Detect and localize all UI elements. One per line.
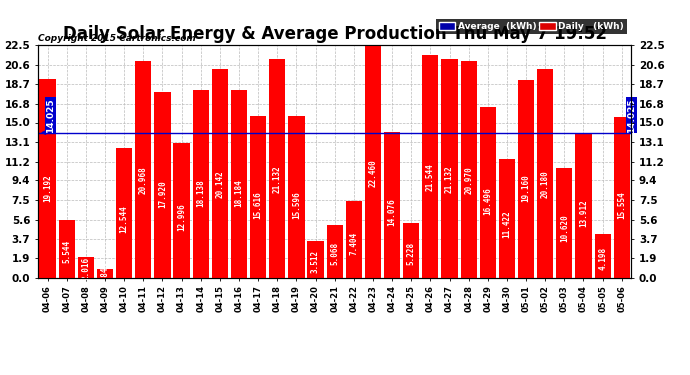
Bar <box>326 225 343 278</box>
Text: 2.016: 2.016 <box>81 256 90 280</box>
Text: 22.460: 22.460 <box>368 159 377 187</box>
Bar <box>135 61 151 278</box>
Bar <box>575 134 591 278</box>
Bar <box>422 55 439 278</box>
Text: 14.076: 14.076 <box>388 198 397 226</box>
Text: 14.025: 14.025 <box>46 98 55 133</box>
Text: 20.180: 20.180 <box>541 170 550 198</box>
Text: 15.596: 15.596 <box>292 191 301 219</box>
Text: 5.068: 5.068 <box>330 242 339 266</box>
Bar <box>346 201 362 278</box>
Text: 11.422: 11.422 <box>502 210 511 238</box>
Text: 21.132: 21.132 <box>273 165 282 193</box>
Text: 17.920: 17.920 <box>158 180 167 208</box>
Text: 13.912: 13.912 <box>579 199 588 226</box>
Text: 15.554: 15.554 <box>618 191 627 219</box>
Title: Daily Solar Energy & Average Production Thu May 7 19:52: Daily Solar Energy & Average Production … <box>63 26 607 44</box>
Bar <box>460 61 477 278</box>
Bar <box>499 159 515 278</box>
Bar <box>59 220 75 278</box>
Text: 19.192: 19.192 <box>43 174 52 202</box>
Legend: Average  (kWh), Daily   (kWh): Average (kWh), Daily (kWh) <box>436 19 627 34</box>
Bar <box>442 59 457 278</box>
Bar <box>518 80 534 278</box>
Text: 20.970: 20.970 <box>464 166 473 194</box>
Bar <box>212 69 228 278</box>
Text: 18.184: 18.184 <box>235 179 244 207</box>
Text: 0.844: 0.844 <box>101 262 110 285</box>
Text: 4.198: 4.198 <box>598 246 607 270</box>
Text: 12.996: 12.996 <box>177 203 186 231</box>
Text: 5.544: 5.544 <box>62 240 71 263</box>
Text: 19.160: 19.160 <box>522 174 531 202</box>
Bar <box>230 90 247 278</box>
Bar <box>116 148 132 278</box>
Bar <box>250 116 266 278</box>
Bar <box>155 92 170 278</box>
Bar <box>307 241 324 278</box>
Bar <box>193 90 209 278</box>
Text: 3.512: 3.512 <box>311 250 320 273</box>
Text: 5.228: 5.228 <box>406 242 415 265</box>
Text: 16.496: 16.496 <box>483 187 492 214</box>
Text: 7.404: 7.404 <box>349 231 358 255</box>
Bar <box>173 143 190 278</box>
Text: 12.544: 12.544 <box>119 205 128 233</box>
Bar <box>537 69 553 278</box>
Text: 14.025: 14.025 <box>627 98 636 133</box>
Text: 10.620: 10.620 <box>560 214 569 242</box>
Bar <box>403 224 420 278</box>
Text: 21.544: 21.544 <box>426 164 435 191</box>
Bar <box>97 269 113 278</box>
Bar <box>595 234 611 278</box>
Text: 21.132: 21.132 <box>445 165 454 193</box>
Bar <box>288 116 304 278</box>
Text: 20.968: 20.968 <box>139 166 148 194</box>
Text: 18.138: 18.138 <box>196 179 205 207</box>
Bar <box>365 45 381 278</box>
Bar <box>384 132 400 278</box>
Text: 20.142: 20.142 <box>215 170 224 198</box>
Bar <box>480 107 496 278</box>
Text: Copyright 2015 Cartronics.com: Copyright 2015 Cartronics.com <box>38 34 196 43</box>
Bar <box>556 168 573 278</box>
Text: 15.616: 15.616 <box>254 191 263 219</box>
Bar <box>613 117 630 278</box>
Bar <box>39 79 56 278</box>
Bar <box>78 256 94 278</box>
Bar <box>269 59 286 278</box>
